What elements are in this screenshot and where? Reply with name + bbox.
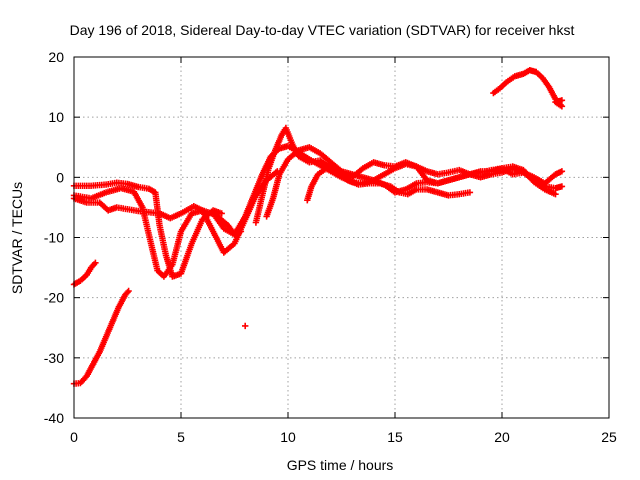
x-tick-label: 15: [387, 429, 403, 445]
data-markers: [70, 287, 132, 387]
data-markers: [490, 67, 566, 110]
grid-layer: [74, 57, 609, 418]
series-track-f: [263, 144, 566, 220]
x-axis-label: GPS time / hours: [287, 457, 394, 473]
x-tick-label: 20: [494, 429, 510, 445]
data-markers: [304, 165, 474, 204]
data-markers: [70, 259, 99, 288]
y-tick-label: -30: [44, 350, 64, 366]
x-tick-label: 0: [70, 429, 78, 445]
y-tick-label: 10: [48, 109, 64, 125]
series-outlier: [242, 322, 249, 330]
y-tick-label: -40: [44, 410, 64, 426]
tick-labels: 0 5 10 15 20 25 -40 -30 -20 -10 0 10 20: [44, 49, 617, 445]
series-track-i: [70, 259, 99, 288]
series-track-h: [490, 67, 566, 110]
data-layer: [70, 67, 566, 387]
chart-title: Day 196 of 2018, Sidereal Day-to-day VTE…: [70, 22, 575, 38]
series-track-j: [70, 287, 132, 387]
y-tick-label: 20: [48, 49, 64, 65]
series-track-g: [304, 165, 474, 204]
y-tick-label: 0: [56, 169, 64, 185]
y-tick-label: -20: [44, 290, 64, 306]
x-tick-label: 10: [280, 429, 296, 445]
axis-layer: [73, 56, 610, 419]
data-markers: [242, 322, 249, 330]
data-markers: [263, 144, 566, 220]
x-tick-label: 25: [601, 429, 617, 445]
y-axis-label: SDTVAR / TECUs: [9, 182, 25, 294]
x-tick-label: 5: [177, 429, 185, 445]
y-tick-label: -10: [44, 230, 64, 246]
